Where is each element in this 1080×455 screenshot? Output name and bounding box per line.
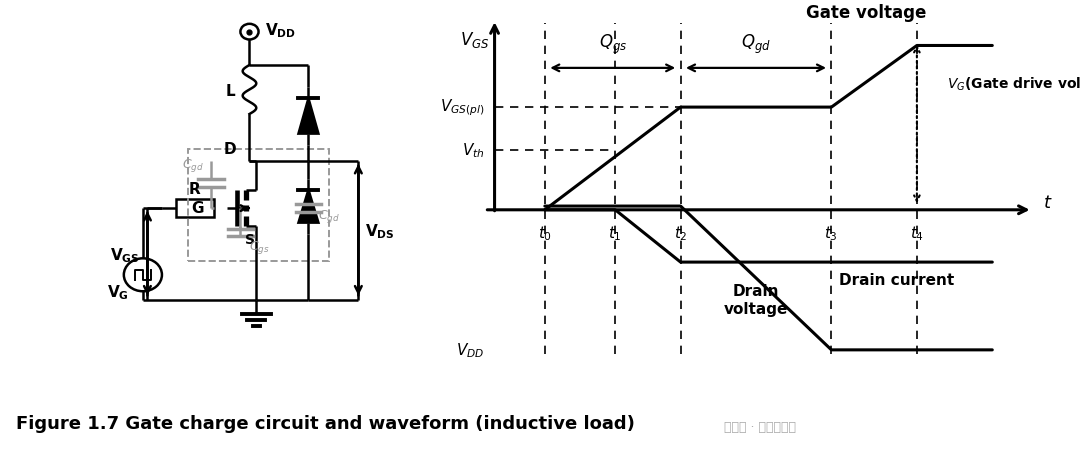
Text: $V_{DD}$: $V_{DD}$ [456, 341, 485, 359]
Polygon shape [298, 99, 319, 134]
Text: $Q_{gs}$: $Q_{gs}$ [598, 33, 626, 56]
Text: $\mathbf{L}$: $\mathbf{L}$ [225, 82, 235, 98]
Text: $\mathbf{V_G}$: $\mathbf{V_G}$ [107, 283, 129, 301]
Bar [188, 150, 329, 262]
Text: $Q_{gd}$: $Q_{gd}$ [741, 33, 771, 56]
Text: Drain
voltage: Drain voltage [724, 283, 788, 316]
Text: $C_{gd}$: $C_{gd}$ [183, 157, 204, 174]
Text: $V_{GS}$: $V_{GS}$ [460, 30, 489, 50]
Text: $\mathbf{V_{DD}}$: $\mathbf{V_{DD}}$ [266, 21, 296, 40]
Text: $V_{th}$: $V_{th}$ [462, 142, 485, 160]
Text: $t_1$: $t_1$ [608, 223, 622, 242]
Polygon shape [298, 190, 319, 223]
Text: $V_{GS(pl)}$: $V_{GS(pl)}$ [440, 97, 485, 118]
Text: Drain current: Drain current [839, 273, 955, 288]
Text: $t_0$: $t_0$ [538, 223, 552, 242]
Text: $t_3$: $t_3$ [824, 223, 838, 242]
Text: $t_2$: $t_2$ [674, 223, 687, 242]
Text: $\mathbf{D}$: $\mathbf{D}$ [222, 141, 237, 157]
Text: $V_G$(Gate drive voltage): $V_G$(Gate drive voltage) [947, 75, 1080, 93]
Text: $\mathbf{V_{GS}}$: $\mathbf{V_{GS}}$ [110, 245, 139, 264]
Bar [176, 200, 214, 217]
Text: Gate voltage: Gate voltage [807, 5, 927, 22]
Text: $t$: $t$ [1042, 194, 1052, 212]
Text: $C_{gd}$: $C_{gd}$ [319, 208, 340, 225]
Text: $\mathbf{S}$: $\mathbf{S}$ [244, 232, 255, 246]
Text: Figure 1.7 Gate charge circuit and waveform (inductive load): Figure 1.7 Gate charge circuit and wavef… [16, 414, 635, 432]
Text: $\mathbf{R}$: $\mathbf{R}$ [188, 181, 202, 197]
Text: $C_{gs}$: $C_{gs}$ [248, 238, 269, 255]
Text: $\mathbf{G}$: $\mathbf{G}$ [191, 200, 204, 216]
Text: $\mathbf{V_{DS}}$: $\mathbf{V_{DS}}$ [365, 222, 395, 241]
Text: 公眾號 · 硬件攻城獅: 公眾號 · 硬件攻城獅 [716, 420, 796, 433]
Text: $t_4$: $t_4$ [909, 223, 923, 242]
